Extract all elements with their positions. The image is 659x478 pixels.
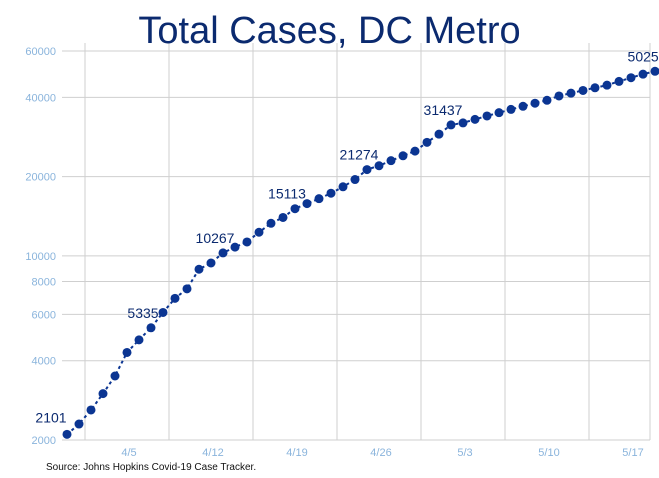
- data-point: [374, 161, 384, 171]
- x-tick-label: 5/3: [457, 447, 472, 459]
- data-point: [62, 429, 72, 439]
- data-point: [206, 258, 216, 268]
- data-label: 5335: [127, 305, 158, 321]
- data-point: [542, 95, 552, 105]
- data-point: [626, 73, 636, 83]
- data-label: 50258: [628, 48, 659, 64]
- data-point: [122, 347, 132, 357]
- data-point: [194, 264, 204, 274]
- y-tick-label: 2000: [32, 435, 56, 447]
- data-labels: 2101 5335 10267 15113 21274 31437 50258: [35, 48, 659, 425]
- data-point: [218, 248, 228, 258]
- data-point: [446, 120, 456, 130]
- chart-title: Total Cases, DC Metro: [138, 10, 521, 52]
- data-label: 21274: [340, 147, 379, 163]
- data-point: [530, 98, 540, 108]
- data-point: [266, 218, 276, 228]
- data-point: [338, 182, 348, 192]
- data-point: [350, 175, 360, 185]
- data-point: [242, 237, 252, 247]
- data-point: [170, 293, 180, 303]
- data-point: [602, 80, 612, 90]
- data-point: [182, 284, 192, 294]
- data-point: [74, 419, 84, 429]
- data-point: [614, 76, 624, 86]
- data-point: [422, 137, 432, 147]
- x-tick-label: 4/12: [202, 447, 223, 459]
- data-point: [314, 194, 324, 204]
- y-tick-label: 10000: [25, 251, 56, 263]
- data-point: [566, 88, 576, 98]
- data-point: [230, 242, 240, 252]
- data-point: [554, 91, 564, 101]
- y-tick-label: 40000: [25, 92, 56, 104]
- data-point: [398, 151, 408, 161]
- data-point: [326, 188, 336, 198]
- source-note: Source: Johns Hopkins Covid-19 Case Trac…: [46, 462, 257, 473]
- series-line: [66, 70, 656, 436]
- data-point: [362, 165, 372, 175]
- data-point: [494, 108, 504, 118]
- y-tick-label: 60000: [25, 46, 56, 58]
- data-point: [506, 104, 516, 114]
- series: [62, 66, 659, 439]
- x-tick-label: 4/26: [370, 447, 391, 459]
- data-point: [98, 389, 108, 399]
- data-point: [650, 66, 659, 76]
- data-point: [386, 156, 396, 166]
- data-point: [290, 204, 300, 214]
- data-point: [470, 114, 480, 124]
- y-tick-label: 20000: [25, 172, 56, 184]
- y-tick-label: 6000: [32, 309, 56, 321]
- x-axis: 4/5 4/12 4/19 4/26 5/3 5/10 5/17: [121, 447, 643, 459]
- data-label: 2101: [35, 409, 66, 425]
- data-point: [134, 335, 144, 345]
- y-tick-label: 8000: [32, 276, 56, 288]
- y-axis: 2000 4000 6000 8000 10000 20000 40000 60000: [25, 46, 56, 447]
- data-point: [578, 85, 588, 95]
- x-tick-label: 5/10: [538, 447, 559, 459]
- data-point: [434, 129, 444, 139]
- data-label: 10267: [196, 230, 235, 246]
- data-point: [458, 118, 468, 128]
- data-label: 15113: [268, 186, 306, 202]
- y-tick-label: 4000: [32, 356, 56, 368]
- data-point: [410, 146, 420, 156]
- data-point: [482, 111, 492, 121]
- x-tick-label: 4/5: [121, 447, 136, 459]
- data-point: [590, 83, 600, 93]
- data-point: [146, 323, 156, 333]
- data-point: [110, 371, 120, 381]
- data-point: [638, 69, 648, 79]
- data-point: [158, 307, 168, 317]
- grid: [62, 43, 651, 441]
- data-point: [254, 227, 264, 237]
- x-tick-label: 4/19: [286, 447, 307, 459]
- data-point: [278, 212, 288, 222]
- data-point: [86, 405, 96, 415]
- x-tick-label: 5/17: [622, 447, 643, 459]
- data-point: [302, 199, 312, 209]
- data-label: 31437: [424, 102, 463, 118]
- data-point: [518, 101, 528, 111]
